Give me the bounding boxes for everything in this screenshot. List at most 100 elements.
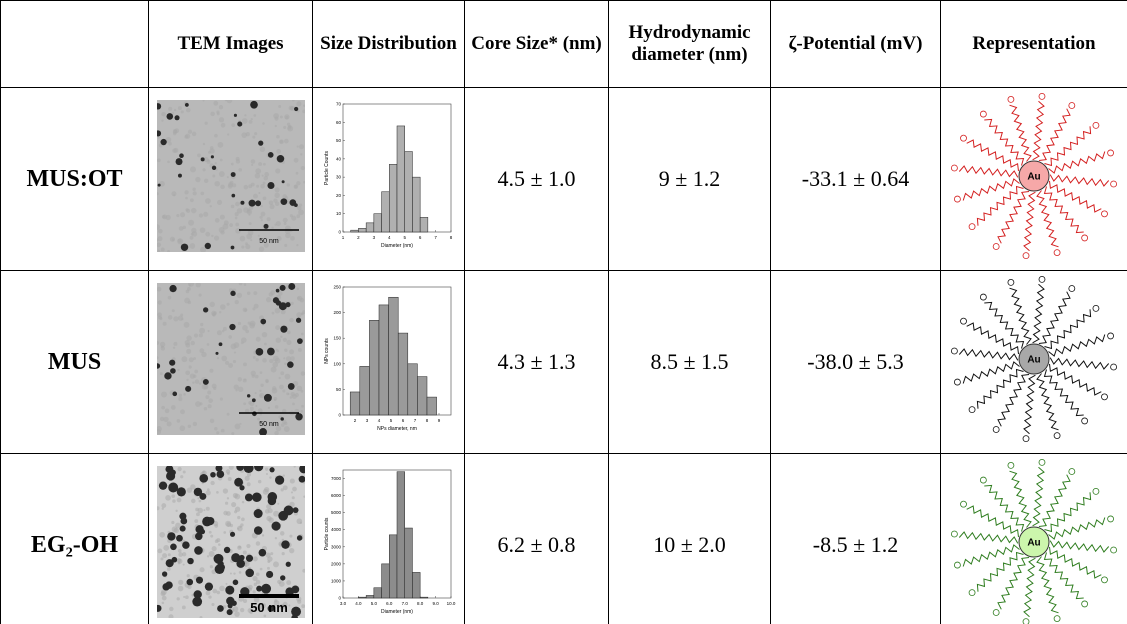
texture bbox=[214, 524, 218, 528]
texture bbox=[286, 183, 289, 186]
particle bbox=[230, 291, 235, 296]
texture bbox=[182, 226, 185, 229]
ligand-chain bbox=[1049, 152, 1105, 174]
particle bbox=[291, 607, 298, 614]
texture bbox=[181, 356, 187, 362]
histogram-bar bbox=[358, 228, 366, 232]
texture bbox=[258, 192, 260, 194]
ligand-chain bbox=[1050, 175, 1109, 186]
texture bbox=[234, 423, 240, 429]
texture bbox=[278, 105, 281, 108]
texture bbox=[173, 316, 178, 321]
end-group bbox=[1008, 96, 1014, 102]
texture bbox=[274, 187, 279, 192]
texture bbox=[161, 508, 163, 510]
core-size: 6.2 ± 0.8 bbox=[465, 454, 609, 624]
texture bbox=[205, 232, 210, 237]
texture bbox=[194, 379, 198, 383]
texture bbox=[189, 243, 195, 249]
texture bbox=[286, 331, 290, 335]
texture bbox=[286, 580, 291, 585]
ligand-chain bbox=[963, 179, 1019, 201]
texture bbox=[297, 348, 301, 352]
particle bbox=[246, 394, 249, 397]
texture bbox=[237, 377, 241, 381]
tem-image: 50 nm bbox=[157, 100, 305, 252]
texture bbox=[247, 292, 250, 295]
texture bbox=[278, 581, 284, 587]
texture bbox=[280, 371, 284, 375]
texture bbox=[219, 215, 224, 220]
texture bbox=[223, 511, 228, 516]
texture bbox=[159, 532, 165, 538]
texture bbox=[235, 223, 239, 227]
histogram-bar bbox=[389, 164, 397, 232]
texture bbox=[253, 291, 257, 295]
texture bbox=[252, 356, 255, 359]
texture bbox=[284, 349, 287, 352]
texture bbox=[171, 309, 174, 312]
particle bbox=[248, 200, 255, 207]
texture bbox=[265, 473, 267, 475]
particle bbox=[170, 543, 177, 550]
texture bbox=[216, 357, 218, 359]
texture bbox=[162, 322, 166, 326]
texture bbox=[247, 208, 250, 211]
texture bbox=[262, 163, 265, 166]
texture bbox=[255, 337, 260, 342]
texture bbox=[213, 235, 218, 240]
texture bbox=[209, 419, 214, 424]
particle bbox=[281, 540, 289, 548]
texture bbox=[290, 236, 295, 241]
texture bbox=[177, 549, 181, 553]
texture bbox=[273, 561, 279, 567]
texture bbox=[299, 204, 302, 207]
x-tick-label: 4 bbox=[388, 235, 391, 240]
texture bbox=[230, 163, 233, 166]
end-group bbox=[1093, 305, 1099, 311]
texture bbox=[234, 217, 237, 220]
texture bbox=[287, 126, 291, 130]
texture bbox=[227, 472, 230, 475]
texture bbox=[248, 585, 253, 590]
texture bbox=[209, 369, 213, 373]
texture bbox=[274, 224, 276, 226]
particle bbox=[260, 319, 266, 325]
texture bbox=[262, 122, 265, 125]
end-group bbox=[993, 609, 999, 615]
texture bbox=[188, 357, 193, 362]
particle bbox=[169, 285, 176, 292]
histogram-cell: 05010015020025023456789NPs diameter, nmN… bbox=[313, 271, 465, 454]
particle bbox=[266, 348, 274, 356]
end-group bbox=[951, 165, 957, 171]
texture bbox=[239, 236, 245, 242]
texture bbox=[255, 580, 259, 584]
texture bbox=[226, 413, 229, 416]
texture bbox=[207, 391, 211, 395]
histogram-bar bbox=[412, 572, 420, 598]
particle bbox=[174, 115, 179, 120]
texture bbox=[238, 546, 241, 549]
texture bbox=[289, 548, 294, 553]
texture bbox=[234, 212, 238, 216]
texture bbox=[255, 573, 259, 577]
texture bbox=[195, 177, 200, 182]
texture bbox=[234, 611, 240, 617]
texture bbox=[198, 333, 202, 337]
end-group bbox=[1069, 286, 1075, 292]
particle bbox=[172, 392, 177, 397]
texture bbox=[172, 132, 175, 135]
ligand-chain bbox=[1045, 187, 1084, 233]
texture bbox=[211, 384, 216, 389]
texture bbox=[170, 405, 175, 410]
texture bbox=[246, 482, 250, 486]
texture bbox=[210, 112, 215, 117]
texture bbox=[191, 499, 196, 504]
texture bbox=[250, 239, 252, 241]
core-size: 4.5 ± 1.0 bbox=[465, 88, 609, 271]
texture bbox=[298, 210, 304, 216]
x-tick-label: 2 bbox=[353, 418, 356, 423]
texture bbox=[165, 215, 170, 220]
texture bbox=[300, 333, 303, 336]
texture bbox=[184, 190, 188, 194]
